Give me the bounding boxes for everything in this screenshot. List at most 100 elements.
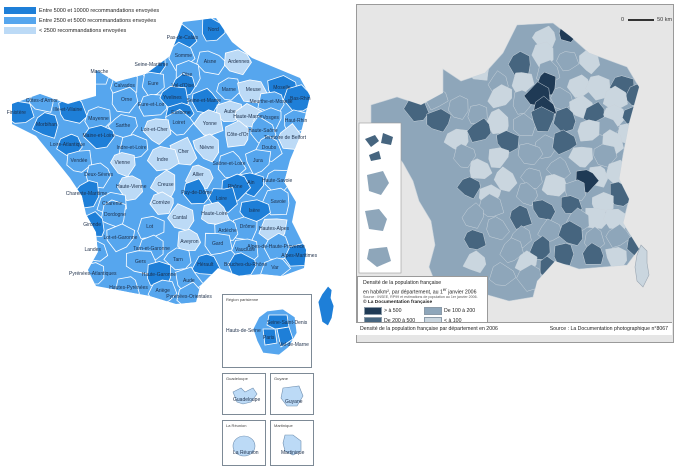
inset-title-reunion: La Réunion — [226, 423, 247, 428]
density-dept-gers — [499, 237, 524, 263]
label-ariege: Ariège — [155, 288, 170, 294]
label-landes: Landes — [84, 247, 101, 253]
dept-gard — [204, 232, 233, 256]
label-herault: Hérault — [197, 262, 214, 268]
dept-finistere — [12, 100, 35, 124]
density-dept-pyrenees-orientales — [536, 273, 565, 297]
label-creuse: Creuse — [157, 182, 174, 188]
legend-item-mid: Entre 2500 et 5000 recommandations envoy… — [4, 16, 159, 25]
density-dept-hautes-pyrenees — [489, 262, 517, 286]
label-hautes-pyrenees: Hautes-Pyrénées — [109, 285, 148, 291]
density-dept-haute-vienne — [493, 166, 518, 192]
label-somme: Somme — [174, 53, 192, 59]
density-map-panel: 0 50 km Densité de la population françai… — [356, 4, 674, 343]
scale-zero-label: 0 — [621, 17, 625, 23]
density-dept-vendee — [453, 143, 476, 168]
label-jura: Jura — [253, 158, 263, 164]
label-ardeche: Ardèche — [218, 228, 237, 234]
dept-lot-et-garonne — [106, 223, 136, 253]
density-dept-loir-et-cher — [513, 113, 536, 137]
density-legend-title: Densité de la population française — [363, 280, 442, 286]
label-cantal: Cantal — [172, 215, 187, 221]
density-dept-yonne — [553, 106, 576, 133]
label-orne: Orne — [121, 97, 133, 103]
inset-martinique: Martinique Martinique — [270, 420, 314, 466]
inset-ile-de-france: Région parisienne Seine-Saint-Denis Haut… — [222, 294, 312, 368]
label-aube: Aube — [224, 109, 236, 115]
dept-puy-de-dome — [182, 178, 209, 205]
label-nord: Nord — [208, 27, 219, 33]
label-alpes-de-haute-provence: Alpes-de-Haute-Provence — [247, 244, 305, 250]
label-pyrenees-atlantiques: Pyrénées-Atlantiques — [69, 271, 117, 277]
label-gard: Gard — [212, 241, 224, 247]
density-dept-morbihan — [426, 108, 452, 133]
legend-item-high: Entre 5000 et 10000 recommandations envo… — [4, 6, 159, 15]
label-vaucluse: Vaucluse — [235, 247, 256, 253]
density-dom-insets — [358, 122, 402, 274]
label-nievre: Nièvre — [199, 145, 214, 151]
label-lot: Lot — [146, 224, 154, 230]
density-dept-bouches-du-rhone — [582, 242, 604, 265]
dept-tarn — [163, 247, 192, 271]
label-haute-loire: Haute-Loire — [201, 211, 228, 217]
label-indre: Indre — [156, 157, 169, 163]
label-aveyron: Aveyron — [180, 239, 199, 245]
legend-class-100-200: De 100 à 200 — [444, 308, 476, 314]
caption-right: Source : La Documentation photographique… — [550, 326, 668, 332]
inset-title-guyane: Guyane — [274, 376, 289, 381]
label-vosges: Vosges — [262, 115, 279, 121]
label-yonne: Yonne — [202, 121, 217, 127]
label-manche: Manche — [90, 69, 109, 75]
label-dordogne: Dordogne — [104, 212, 126, 218]
label-deux-sevres: Deux-Sèvres — [84, 172, 114, 178]
dept-vendee — [66, 149, 93, 173]
label-marne: Marne — [221, 87, 236, 93]
label-haute-garonne: Haute-Garonne — [141, 272, 177, 278]
label-territoire-de-belfort: Territoire de Belfort — [263, 135, 306, 141]
density-dept-puy-de-dome — [541, 174, 568, 197]
label-saone-et-loire: Saône-et-Loire — [212, 161, 246, 167]
label-loiret: Loiret — [172, 120, 186, 126]
dept-loir-et-cher — [142, 118, 172, 145]
label-sarthe: Sarthe — [115, 123, 131, 129]
label-vienne: Vienne — [114, 160, 130, 166]
density-dept-aveyron — [537, 218, 564, 243]
legend-label-high: Entre 5000 et 10000 recommandations envo… — [39, 7, 160, 14]
legend-swatch-low — [4, 27, 36, 34]
label-mayenne: Mayenne — [88, 116, 109, 122]
corse-left-shape — [317, 285, 335, 327]
label-ardennes: Ardennes — [228, 59, 250, 65]
density-dept-alpes-de-haute-provence — [605, 223, 632, 248]
inset-title-guadeloupe: Guadeloupe — [226, 376, 248, 381]
inset-title-idf: Région parisienne — [226, 297, 259, 302]
density-caption: Densité de la population française par d… — [356, 322, 672, 335]
dept-aveyron — [177, 228, 202, 251]
label-pas-de-calais: Pas-de-Calais — [166, 35, 199, 41]
dept-aisne — [196, 50, 228, 75]
label-eure-et-loir: Eure-et-Loir — [138, 102, 165, 108]
label-charente: Charente — [102, 201, 123, 207]
label-aisne: Aisne — [203, 59, 217, 65]
legend-sub-text: en hab/km², par département, au 1 — [363, 289, 443, 296]
scale-line — [627, 18, 654, 21]
label-pyrenees-orientales: Pyrénées-Orientales — [166, 294, 212, 300]
density-dept-deux-sevres — [469, 158, 493, 179]
legend-swatch-mid — [4, 17, 36, 24]
label-finistere: Finistère — [6, 110, 26, 116]
density-dept-herault — [553, 243, 574, 266]
label-vendee: Vendée — [70, 158, 88, 164]
legend-item-low: < 2500 recommandations envoyées — [4, 26, 159, 35]
label-eure: Eure — [148, 81, 159, 87]
density-dept-ille-et-vilaine — [448, 95, 469, 120]
dept-haute-vienne — [117, 175, 144, 202]
left-map — [12, 18, 310, 304]
label-seine-maritime: Seine-Maritime — [134, 62, 169, 68]
dept-correze — [149, 191, 174, 215]
inset-reunion: La Réunion La Réunion — [222, 420, 266, 466]
label-correze: Corrèze — [152, 200, 171, 206]
density-dept-gard — [558, 220, 583, 246]
density-dept-aisne — [556, 51, 580, 72]
density-dept-maine-et-loire — [466, 117, 492, 143]
label-cher: Cher — [178, 149, 189, 155]
dept-vienne — [110, 152, 136, 178]
